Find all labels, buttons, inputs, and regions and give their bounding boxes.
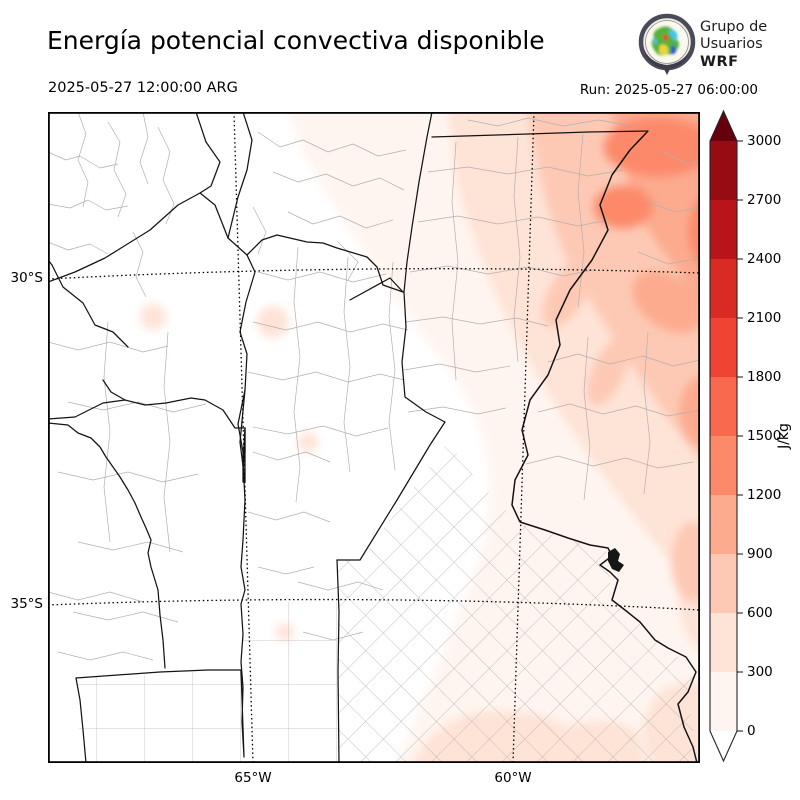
colorbar-tick-label: 1200: [747, 487, 781, 503]
colorbar-tick-marks: [737, 140, 743, 732]
logo-line-3: WRF: [700, 53, 739, 70]
gridline-30s: [48, 268, 700, 280]
gridline-60w: [512, 112, 535, 763]
colorbar-unit-label: J/kg: [776, 423, 792, 450]
colorbar-segment: [710, 554, 737, 613]
x-axis-tick-60w: 60°W: [494, 770, 532, 786]
page-title: Energía potencial convectiva disponible: [47, 26, 545, 55]
colorbar-tick-labels: 3000 2700 2400 2100 1800 1500 1200 900 6…: [747, 133, 781, 739]
map-canvas: [47, 111, 701, 764]
colorbar-tick-label: 1500: [747, 428, 781, 444]
wrf-logo-text: Grupo de Usuarios WRF: [700, 19, 767, 71]
province-boundaries-layer: [48, 112, 698, 763]
map-panel: [47, 111, 701, 764]
colorbar-canvas: 3000 2700 2400 2100 1800 1500 1200 900 6…: [709, 109, 792, 763]
colorbar-segments: [710, 111, 737, 761]
wrf-users-group-logo: Grupo de Usuarios WRF: [638, 12, 796, 78]
colorbar-under-arrow: [710, 731, 737, 761]
run-time-label: Run: 2025-05-27 06:00:00: [579, 82, 758, 98]
wrf-logo-emblem-icon: [638, 13, 696, 75]
logo-line-1: Grupo de: [700, 18, 768, 35]
colorbar-tick-label: 1800: [747, 369, 781, 385]
colorbar: 3000 2700 2400 2100 1800 1500 1200 900 6…: [700, 100, 800, 790]
colorbar-tick-label: 300: [747, 664, 773, 680]
gridline-65w: [233, 112, 254, 763]
colorbar-tick-label: 2700: [747, 192, 781, 208]
colorbar-tick-label: 3000: [747, 133, 781, 149]
colorbar-over-arrow: [710, 111, 737, 141]
colorbar-segment: [710, 613, 737, 672]
logo-line-2: Usuarios: [700, 36, 763, 53]
colorbar-tick-label: 2400: [747, 251, 781, 267]
colorbar-tick-label: 0: [747, 723, 756, 739]
map-frame: [47, 111, 701, 764]
colorbar-segment: [710, 495, 737, 554]
y-axis-tick-35s: 35°S: [10, 596, 44, 612]
buenos-aires-city-area: [608, 548, 624, 572]
colorbar-tick-label: 900: [747, 546, 773, 562]
y-axis-tick-30s: 30°S: [10, 270, 44, 286]
valid-time-label: 2025-05-27 12:00:00 ARG: [48, 80, 238, 96]
colorbar-tick-label: 2100: [747, 310, 781, 326]
graticule-layer: [48, 112, 700, 763]
colorbar-segment: [710, 672, 737, 731]
colorbar-segment: [710, 200, 737, 259]
colorbar-segment: [710, 259, 737, 318]
x-axis-tick-65w: 65°W: [234, 770, 272, 786]
colorbar-segment: [710, 318, 737, 377]
gridline-35s: [48, 598, 700, 611]
colorbar-segment: [710, 436, 737, 495]
colorbar-tick-label: 600: [747, 605, 773, 621]
colorbar-segment: [710, 141, 737, 200]
colorbar-segment: [710, 377, 737, 436]
